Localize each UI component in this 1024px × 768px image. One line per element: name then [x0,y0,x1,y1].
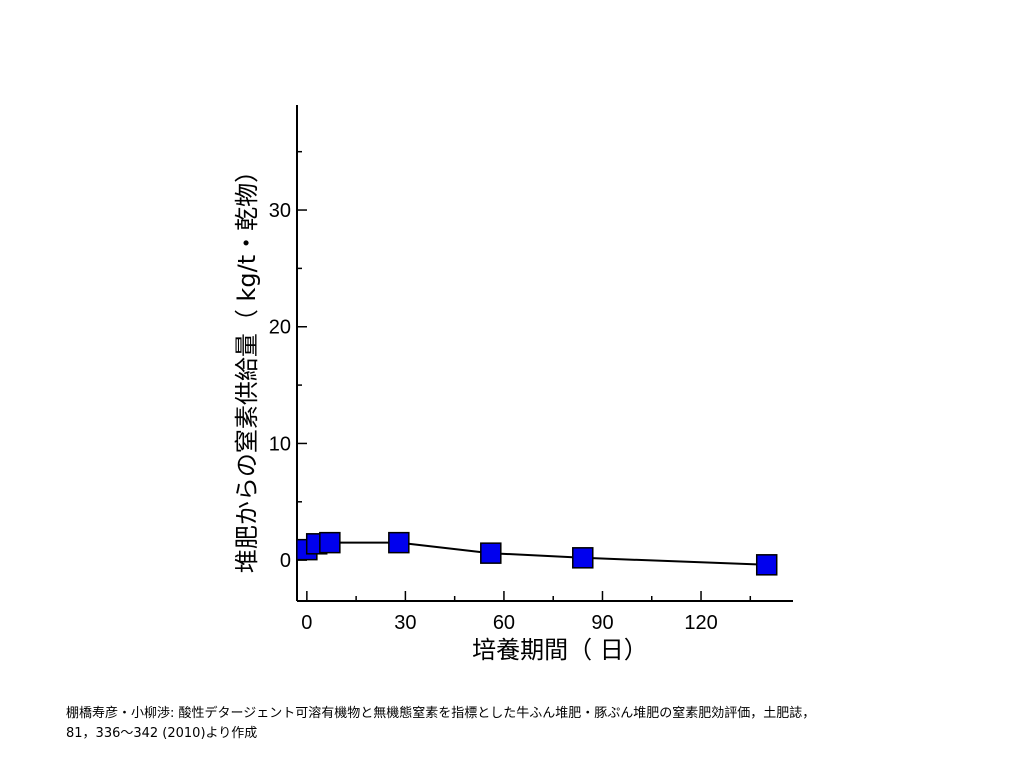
citation-line-2: 81，336～342 (2010)より作成 [66,726,258,741]
data-point [319,531,341,554]
x-axis-title: 培養期間（ 日） [472,636,648,664]
citation-line-1: 棚橋寿彦・小柳渉: 酸性デタージェント可溶有機物と無機態窒素を指標とした牛ふん堆… [66,706,816,721]
series-line [306,541,767,566]
x-tick-label: 90 [591,612,613,634]
ticks: 0 10 20 30 0 30 60 90 120 [269,150,752,634]
data-point [755,554,778,576]
x-tick-label: 0 [301,612,312,634]
data-series [296,531,778,576]
y-tick-label: 30 [269,200,291,222]
y-tick-label: 10 [269,433,291,455]
source-citation: 棚橋寿彦・小柳渉: 酸性デタージェント可溶有機物と無機態窒素を指標とした牛ふん堆… [66,704,996,744]
data-point [480,542,502,564]
y-axis-title: 堆肥からの窒素供給量（ kg/t・乾物） [233,159,261,573]
axes [296,105,793,602]
y-tick-label: 20 [269,317,291,339]
x-tick-label: 120 [684,612,717,634]
y-tick-label: 0 [280,550,291,572]
x-tick-label: 60 [493,612,515,634]
x-tick-label: 30 [394,612,416,634]
data-point [388,531,410,554]
data-point [572,547,594,569]
